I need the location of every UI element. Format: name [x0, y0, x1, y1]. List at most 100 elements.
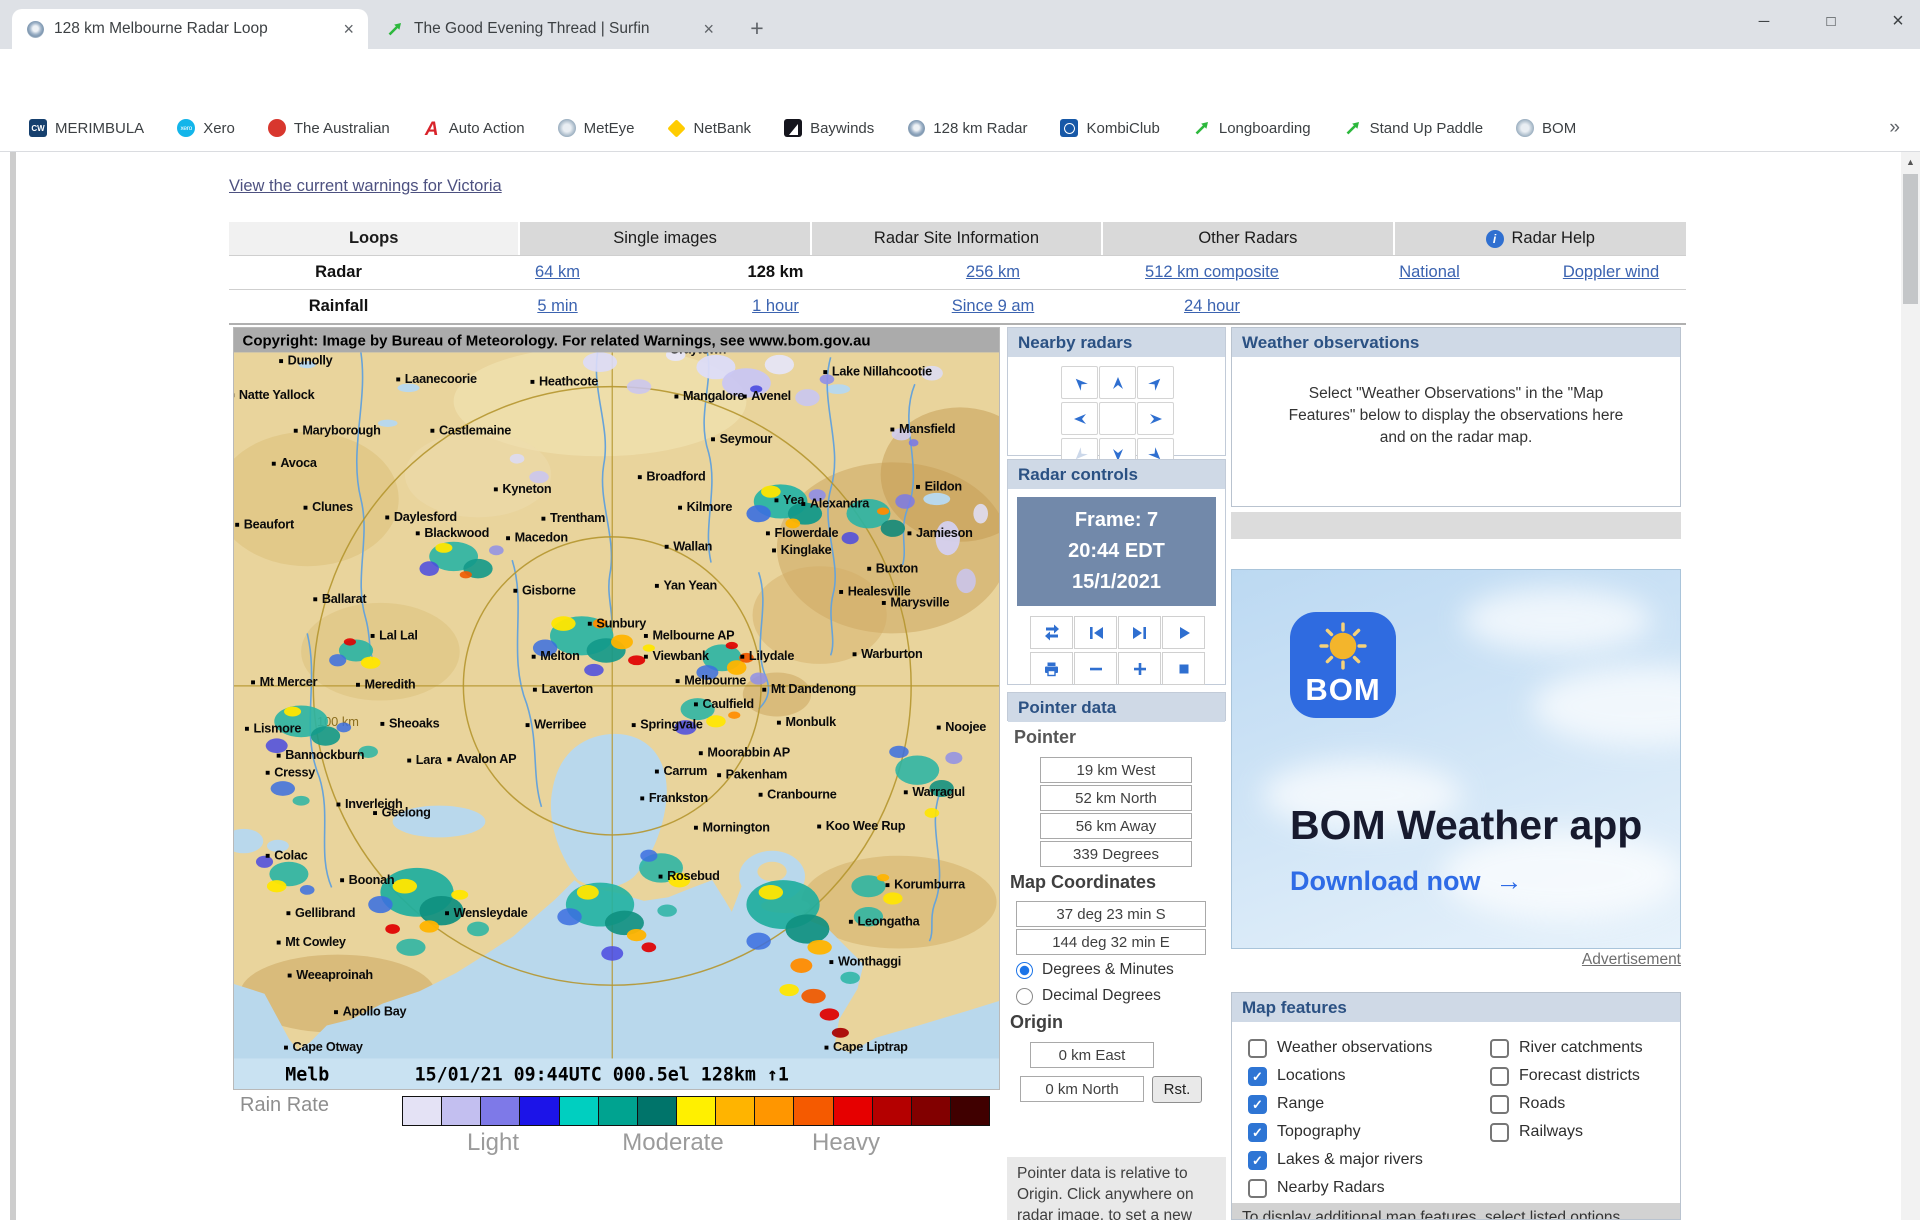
tab-radar-loop[interactable]: 128 km Melbourne Radar Loop ×	[12, 9, 368, 49]
link-1hour[interactable]: 1 hour	[752, 297, 799, 315]
print-button[interactable]	[1030, 652, 1073, 685]
nearby-radar-w-button[interactable]	[1061, 402, 1098, 435]
close-window-button[interactable]: ×	[1892, 9, 1904, 32]
bom-weather-app-ad[interactable]: BOM BOM Weather app Download now →	[1231, 569, 1681, 949]
bookmark-meteye[interactable]: MetEye	[557, 119, 635, 137]
stop-button[interactable]	[1162, 652, 1205, 685]
bookmark-bom[interactable]: BOM	[1516, 119, 1576, 137]
xero-icon: xero	[177, 119, 196, 137]
link-64km[interactable]: 64 km	[535, 263, 580, 281]
skip-to-start-button[interactable]	[1074, 616, 1117, 649]
link-doppler-wind[interactable]: Doppler wind	[1562, 263, 1660, 281]
bookmark-longboarding[interactable]: Longboarding	[1193, 119, 1311, 137]
radar-icon	[907, 119, 925, 137]
tab-good-evening-thread[interactable]: The Good Evening Thread | Surfin ×	[372, 9, 728, 49]
link-24hour[interactable]: 24 hour	[1184, 297, 1240, 315]
tab-loops[interactable]: Loops	[229, 222, 521, 255]
close-tab-icon[interactable]: ×	[343, 19, 354, 39]
bookmark-stand-up-paddle[interactable]: Stand Up Paddle	[1344, 119, 1483, 137]
town-label: Gisborne	[522, 583, 576, 597]
bookmark-the-australian[interactable]: The Australian	[267, 119, 390, 137]
checkbox-checked-icon[interactable]: ✓	[1248, 1094, 1267, 1114]
tab-radar-help[interactable]: i Radar Help	[1394, 222, 1686, 255]
checkbox-checked-icon[interactable]: ✓	[1248, 1122, 1267, 1142]
frame-date: 15/1/2021	[1072, 571, 1161, 593]
link-512km-composite[interactable]: 512 km composite	[1145, 263, 1279, 281]
legend-swatch	[559, 1097, 599, 1125]
bookmark-kombiclub[interactable]: KombiClub	[1060, 119, 1160, 137]
met-icon	[1516, 119, 1535, 137]
pointer-value-box: 19 km West	[1040, 757, 1192, 783]
nearby-radar-nw-button[interactable]	[1061, 366, 1098, 399]
checkbox-unchecked-icon[interactable]	[1248, 1038, 1267, 1058]
zoom-in-button[interactable]	[1118, 652, 1161, 685]
loop-direction-button[interactable]	[1030, 616, 1073, 649]
town-label: Mansfield	[899, 422, 955, 436]
map-status-site: Melb	[285, 1064, 329, 1085]
link-since-9am[interactable]: Since 9 am	[951, 297, 1035, 315]
checkbox-unchecked-icon[interactable]	[1490, 1066, 1509, 1086]
bom-app-icon: BOM	[1290, 612, 1396, 718]
town-label: Lake Nillahcootie	[832, 365, 932, 379]
maximize-button[interactable]: □	[1826, 12, 1836, 30]
checkbox-range[interactable]: ✓ Range	[1248, 1090, 1432, 1118]
link-5min[interactable]: 5 min	[537, 297, 578, 315]
radio-decimal-degrees[interactable]: Decimal Degrees	[1016, 987, 1161, 1005]
radio-selected-icon[interactable]	[1016, 961, 1033, 979]
nearby-radar-e-button[interactable]	[1137, 402, 1174, 435]
bookmark-auto-action[interactable]: A Auto Action	[423, 119, 525, 137]
tab-single-images[interactable]: Single images	[520, 222, 812, 255]
warnings-link[interactable]: View the current warnings for Victoria	[229, 177, 502, 195]
scrollbar[interactable]: ▲	[1901, 152, 1920, 1220]
checkbox-lakes-major-rivers[interactable]: ✓ Lakes & major rivers	[1248, 1146, 1432, 1174]
skip-to-end-button[interactable]	[1118, 616, 1161, 649]
nearby-radar-n-button[interactable]	[1099, 366, 1136, 399]
checkbox-unchecked-icon[interactable]	[1490, 1094, 1509, 1114]
new-tab-button[interactable]: +	[750, 14, 764, 41]
radar-map-image[interactable]: 100 km Dunolly Laanecoorie Natte Yallock Hea…	[233, 327, 1000, 1090]
bookmark-netbank[interactable]: NetBank	[667, 119, 751, 137]
town-label: Boonah	[349, 873, 395, 887]
reset-origin-button[interactable]: Rst.	[1152, 1076, 1202, 1103]
bookmark-xero[interactable]: xero Xero	[177, 119, 235, 137]
town-label: Trentham	[550, 511, 605, 525]
checkbox-weather-observations[interactable]: Weather observations	[1248, 1034, 1432, 1062]
checkbox-checked-icon[interactable]: ✓	[1248, 1066, 1267, 1086]
auto-icon: A	[424, 119, 439, 137]
tab-other-radars[interactable]: Other Radars	[1103, 222, 1395, 255]
legend-swatch	[911, 1097, 951, 1125]
bookmarks-bar: CW MERIMBULA xero Xero The Australian A Auto A…	[0, 105, 1920, 152]
checkbox-locations[interactable]: ✓ Locations	[1248, 1062, 1432, 1090]
nearby-radar-ne-button[interactable]	[1137, 366, 1174, 399]
radio-unselected-icon[interactable]	[1016, 987, 1033, 1005]
checkbox-checked-icon[interactable]: ✓	[1248, 1150, 1267, 1170]
checkbox-river-catchments[interactable]: River catchments	[1490, 1034, 1643, 1062]
bookmark-merimbula[interactable]: CW MERIMBULA	[29, 119, 144, 137]
link-256km[interactable]: 256 km	[965, 263, 1021, 281]
radio-degrees-minutes[interactable]: Degrees & Minutes	[1016, 961, 1174, 979]
zoom-out-button[interactable]	[1074, 652, 1117, 685]
close-tab-icon[interactable]: ×	[703, 19, 714, 39]
tab-radar-site-information[interactable]: Radar Site Information	[811, 222, 1104, 255]
bookmark-baywinds[interactable]: Baywinds	[784, 119, 874, 137]
minimize-button[interactable]: ─	[1758, 12, 1770, 30]
bookmark-128-km-radar[interactable]: 128 km Radar	[907, 119, 1027, 137]
checkbox-unchecked-icon[interactable]	[1490, 1038, 1509, 1058]
map-features-left-column: Weather observations ✓ Locations ✓ Range ✓ Top…	[1248, 1034, 1432, 1202]
checkbox-nearby-radars[interactable]: Nearby Radars	[1248, 1174, 1432, 1202]
town-label: Kinglake	[781, 543, 832, 557]
play-button[interactable]	[1162, 616, 1205, 649]
checkbox-topography[interactable]: ✓ Topography	[1248, 1118, 1432, 1146]
town-label: Lilydale	[749, 649, 794, 663]
scroll-up-arrow[interactable]: ▲	[1906, 157, 1915, 167]
advertisement-link[interactable]: Advertisement	[1581, 951, 1681, 968]
checkbox-unchecked-icon[interactable]	[1490, 1122, 1509, 1142]
checkbox-railways[interactable]: Railways	[1490, 1118, 1643, 1146]
checkbox-forecast-districts[interactable]: Forecast districts	[1490, 1062, 1643, 1090]
link-national[interactable]: National	[1399, 263, 1460, 281]
checkbox-roads[interactable]: Roads	[1490, 1090, 1643, 1118]
ad-download-link[interactable]: Download now →	[1290, 866, 1523, 896]
bookmarks-overflow-icon[interactable]: »	[1889, 117, 1900, 138]
checkbox-unchecked-icon[interactable]	[1248, 1178, 1267, 1198]
scrollbar-thumb[interactable]	[1903, 174, 1918, 304]
